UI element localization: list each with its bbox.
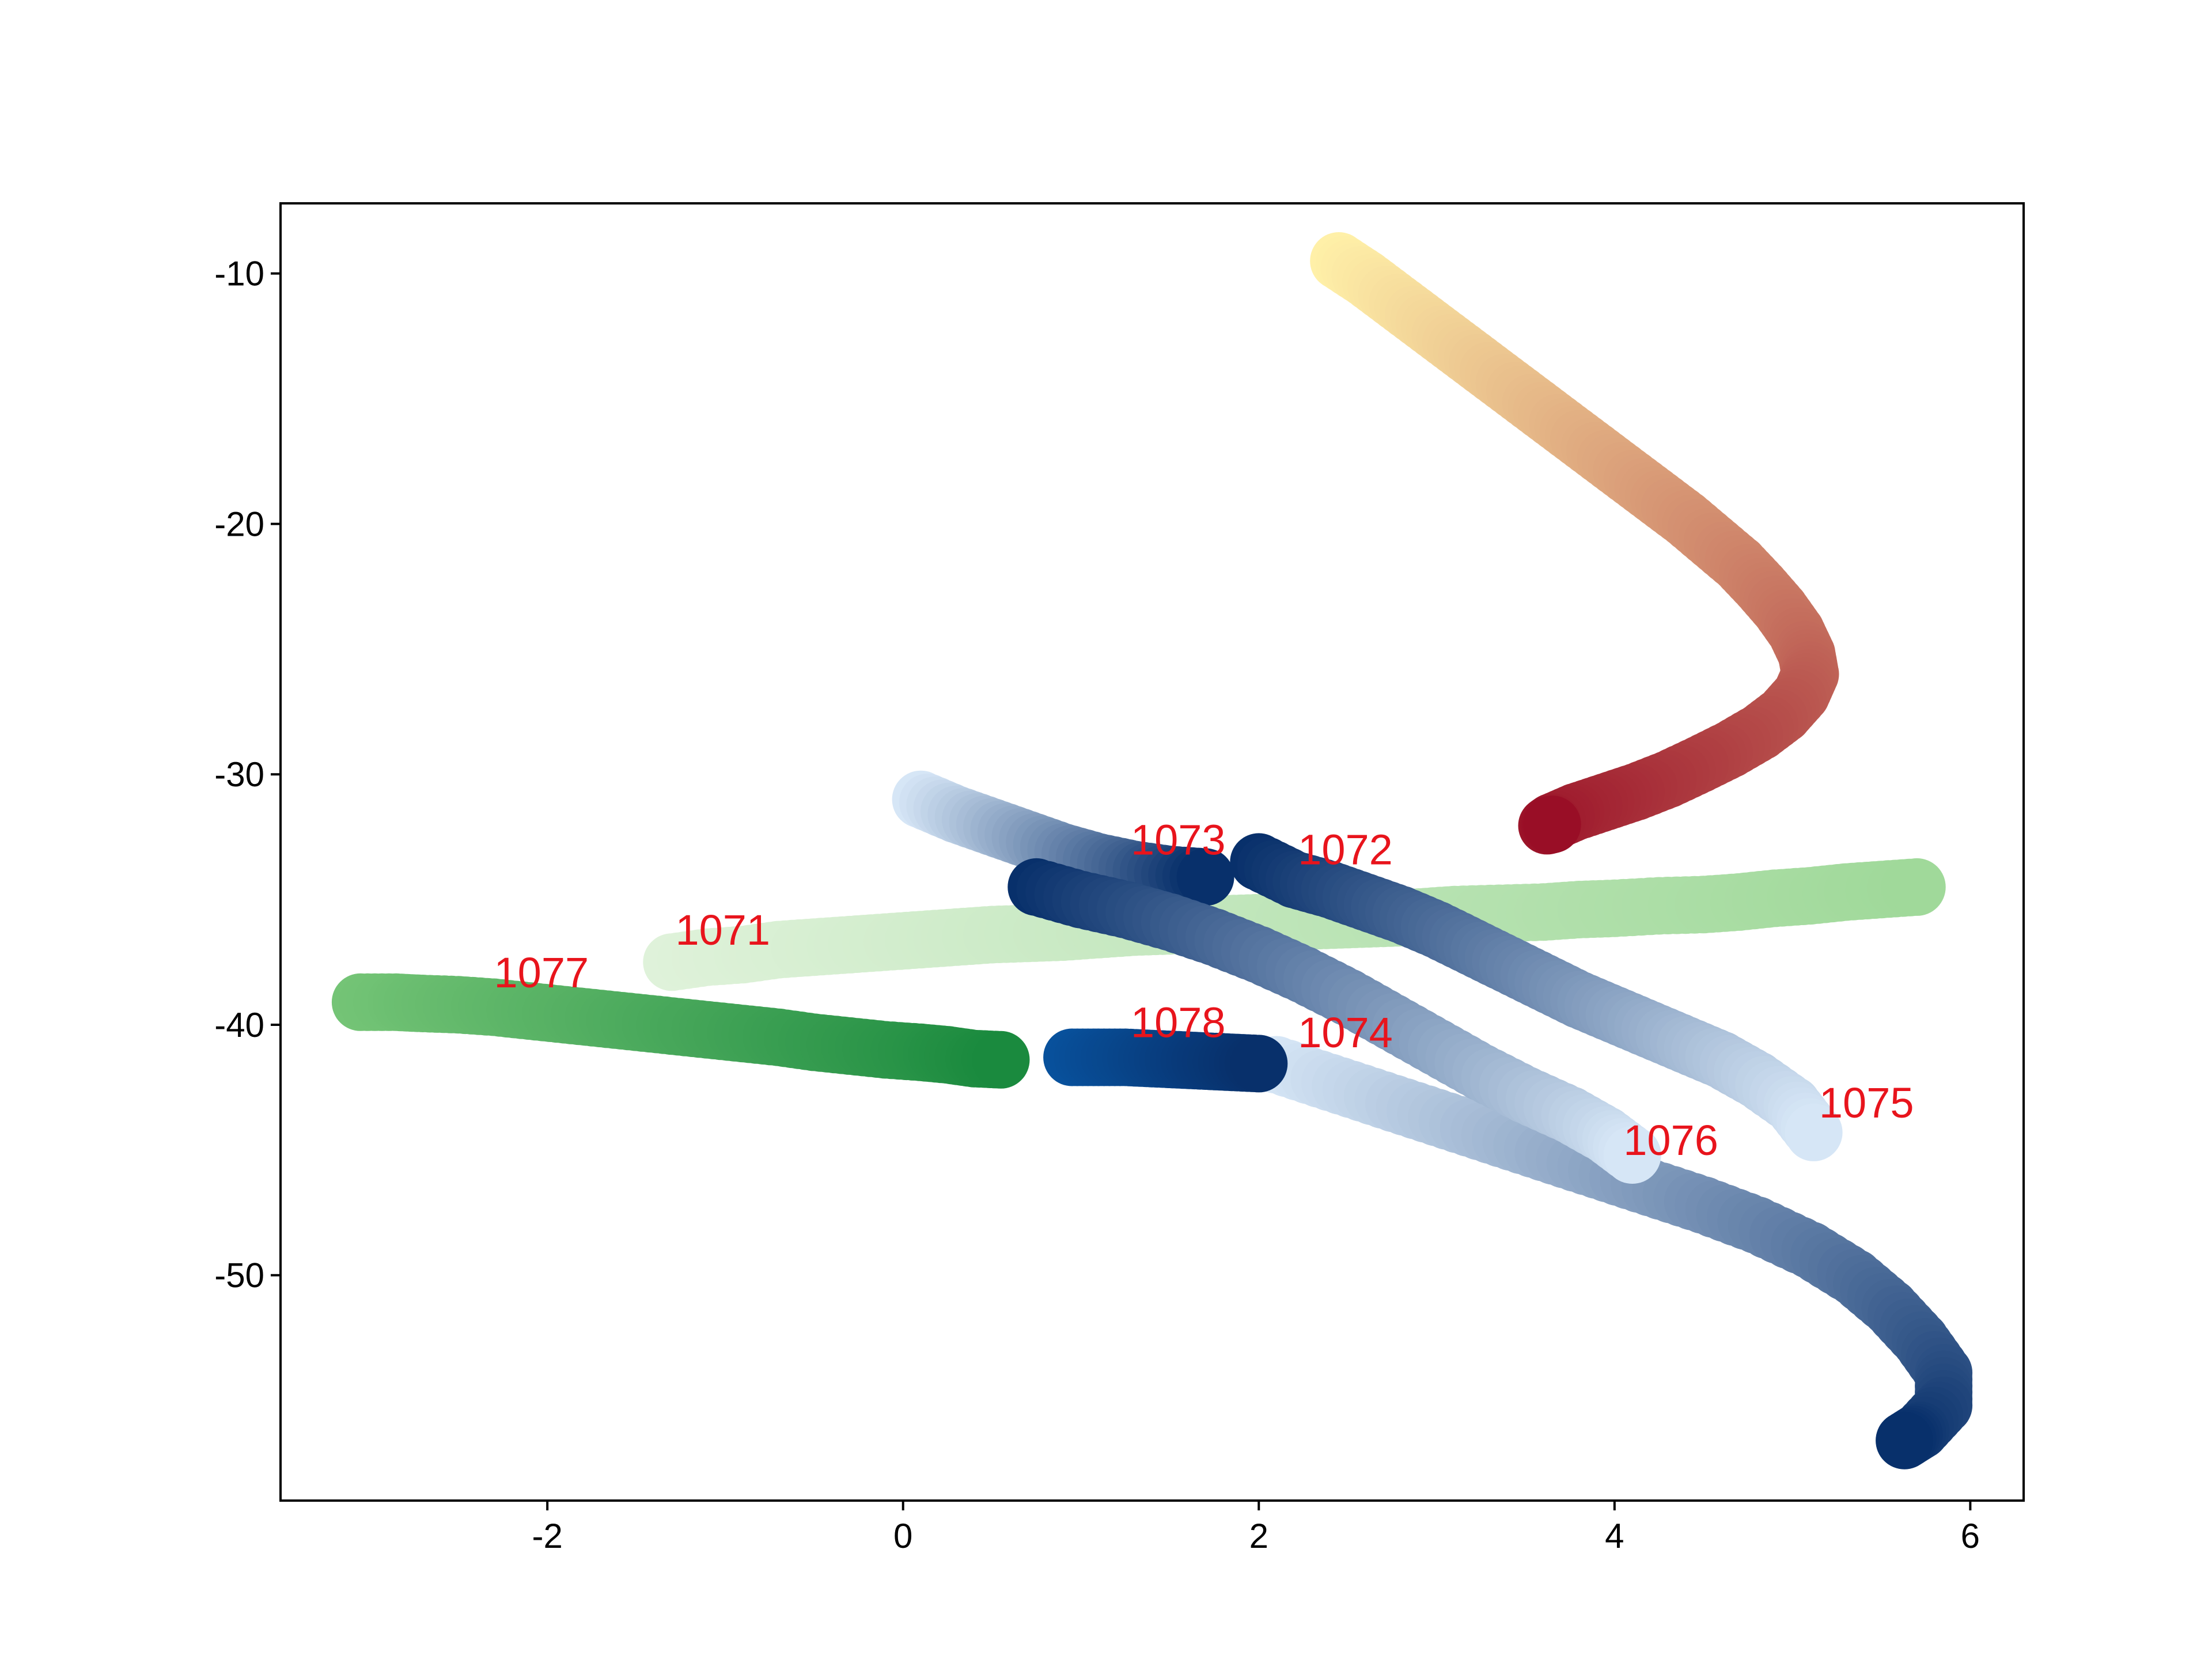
series-1077: [331, 973, 1030, 1089]
point-1075: [1785, 1103, 1843, 1161]
series-1072: [1310, 232, 1839, 855]
y-tick-label: -20: [214, 505, 264, 543]
trajectory-label-1071: 1071: [675, 906, 770, 954]
trajectory-label-1077: 1077: [494, 949, 589, 997]
x-tick-label: -2: [532, 1517, 562, 1555]
trajectory-label-1076: 1076: [1623, 1116, 1718, 1164]
point-1076: [1603, 1126, 1661, 1184]
y-tick-label: -10: [214, 255, 264, 293]
point-1074: [1876, 1411, 1934, 1469]
y-axis: -10 -20 -30 -40 -50: [214, 255, 281, 1295]
scatter-points: [331, 232, 1973, 1469]
trajectory-label-1072: 1072: [1298, 826, 1393, 874]
point-1078: [1230, 1035, 1288, 1093]
x-tick-label: 4: [1605, 1517, 1624, 1555]
x-tick-label: 0: [893, 1517, 912, 1555]
trajectory-labels: 1071 1072 1073 1074 1075 1076 1077 1078: [494, 816, 1914, 1164]
trajectory-label-1073: 1073: [1131, 816, 1226, 863]
series-1075: [1230, 833, 1843, 1161]
trajectory-label-1078: 1078: [1131, 999, 1226, 1047]
series-1076: [1007, 858, 1661, 1184]
point-1073: [1176, 848, 1234, 906]
point-1072: [1523, 796, 1581, 854]
trajectory-label-1074: 1074: [1298, 1009, 1393, 1056]
y-tick-label: -50: [214, 1256, 264, 1295]
trajectory-label-1075: 1075: [1819, 1079, 1914, 1127]
y-tick-label: -30: [214, 755, 264, 794]
x-tick-label: 2: [1249, 1517, 1268, 1555]
x-tick-label: 6: [1961, 1517, 1980, 1555]
series-1074: [1248, 1036, 1973, 1469]
point-1077: [972, 1031, 1030, 1089]
plot-frame: [279, 202, 2025, 1502]
series-1078: [1043, 1028, 1288, 1093]
point-1071: [1888, 858, 1946, 916]
y-tick-label: -40: [214, 1006, 264, 1044]
x-axis: -2 0 2 4 6: [532, 1501, 1980, 1555]
